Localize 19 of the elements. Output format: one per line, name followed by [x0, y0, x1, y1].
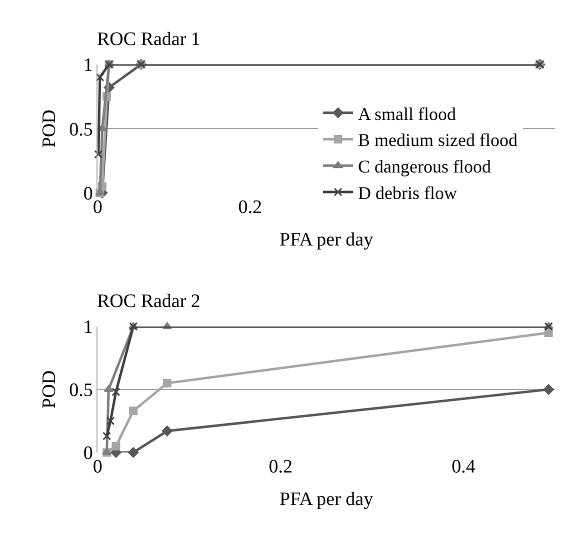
- y-tick-label: 1: [83, 55, 93, 76]
- legend-label: B medium sized flood: [358, 130, 518, 150]
- x-tick-label: 0.2: [238, 196, 262, 218]
- y-tick-label: 0.5: [69, 119, 93, 140]
- y-tick-label: 1: [83, 317, 93, 338]
- y-tick-label: 0.5: [69, 380, 93, 402]
- x-tick-label: 0.2: [268, 456, 292, 478]
- x-tick-label: 0.4: [452, 456, 476, 478]
- y-axis-title: POD: [38, 370, 60, 408]
- y-axis-title: POD: [38, 110, 60, 148]
- legend-label: D debris flow: [358, 183, 458, 204]
- x-axis-title: PFA per day: [280, 230, 374, 251]
- chart-title: ROC Radar 2: [97, 291, 200, 312]
- y-tick-label: 0: [83, 443, 93, 464]
- legend-label: C dangerous flood: [358, 156, 492, 177]
- legend-label: A small flood: [358, 104, 456, 124]
- y-tick-label: 0: [83, 184, 93, 205]
- x-axis-title: PFA per day: [280, 489, 374, 510]
- chart-title: ROC Radar 1: [97, 29, 200, 50]
